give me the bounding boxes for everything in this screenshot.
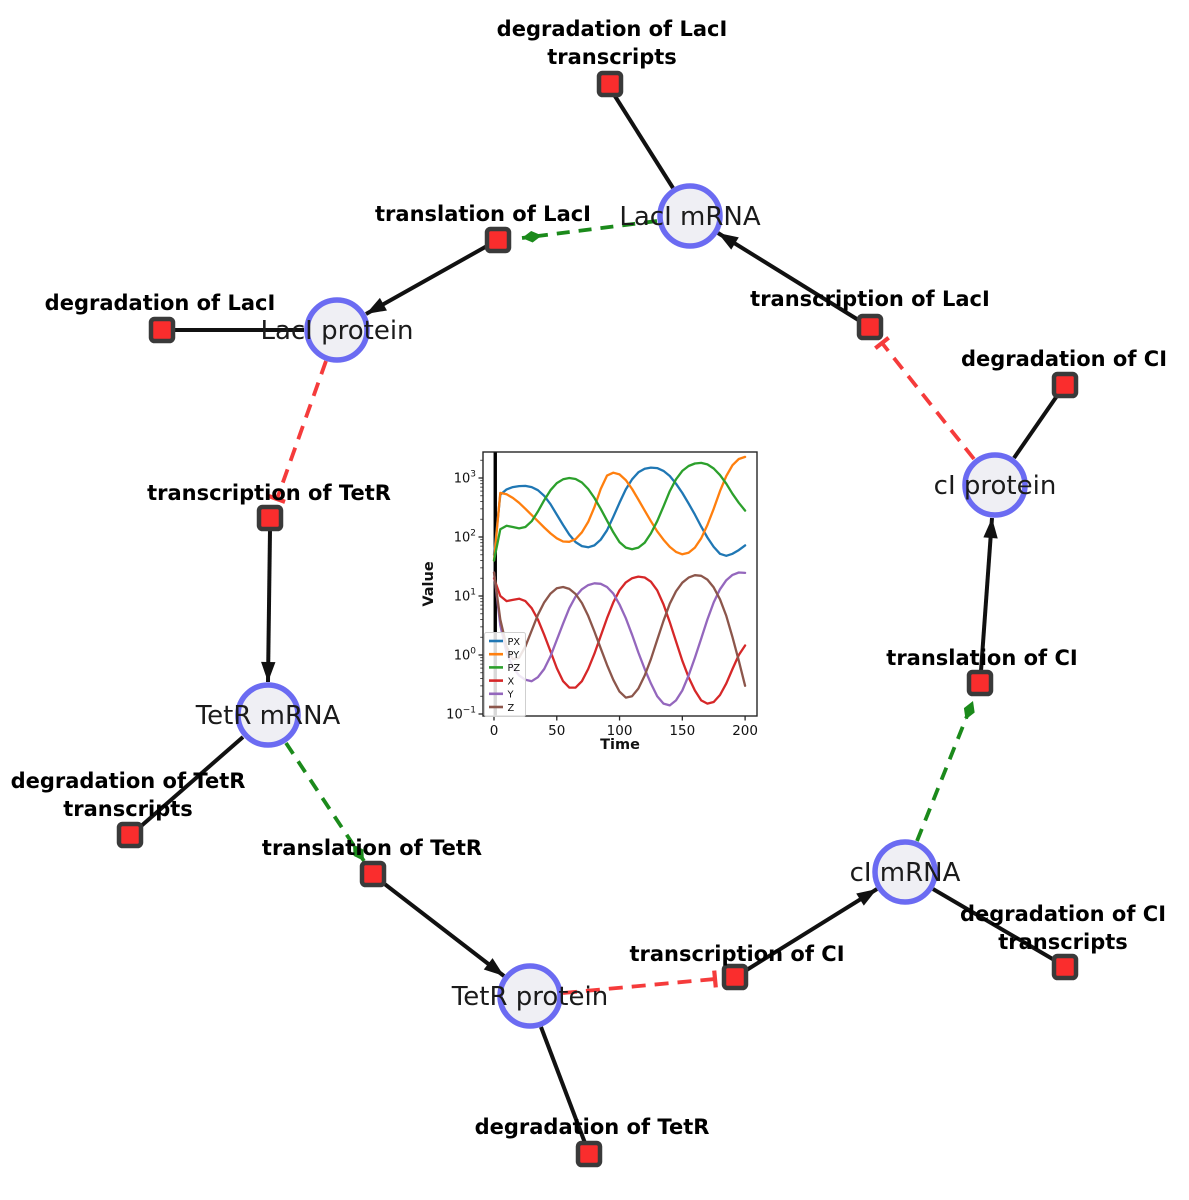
reaction-label-translation-ci: translation of CI	[886, 646, 1077, 670]
edge-transcription-ci--ci-mrna	[743, 887, 879, 973]
y-tick-label: 102	[454, 529, 476, 546]
reaction-label-degradation-ci-transcripts: degradation of CI	[960, 902, 1166, 926]
series-curve-px	[492, 466, 747, 557]
reaction-node-degradation-laci[interactable]	[148, 316, 176, 344]
reaction-node-degradation-ci-transcripts[interactable]	[1051, 953, 1079, 981]
edge-tetr-mrna--degradation-tetr-transcripts	[138, 735, 245, 829]
edge-laci-protein--transcription-tetr	[268, 360, 328, 504]
reaction-node-degradation-tetr-transcripts[interactable]	[116, 821, 144, 849]
reaction-node-translation-ci[interactable]	[966, 669, 994, 697]
series-curve-x	[492, 575, 747, 705]
y-tick-label: 101	[454, 588, 476, 605]
inset-timecourse-chart: 0 50 100 150 20010−1100101102103TimeValuePXP…	[421, 451, 758, 753]
reaction-label-degradation-tetr-transcripts-line2: transcripts	[63, 797, 193, 821]
nodes-layer	[116, 70, 1079, 1168]
reaction-label-translation-laci: translation of LacI	[375, 202, 591, 226]
reaction-label-transcription-tetr: transcription of TetR	[147, 481, 391, 505]
species-node-laci-mrna[interactable]	[657, 183, 723, 249]
series-curve-z	[492, 571, 747, 699]
edges-layer	[138, 91, 1061, 1144]
labels-layer: LacI mRNA LacI protein cI protein TetR mRNA…	[11, 17, 1167, 1139]
edge-ci-mrna--degradation-ci-transcripts	[931, 887, 1058, 963]
species-node-tetr-protein[interactable]	[497, 963, 563, 1029]
species-label-tetr-protein: TetR protein	[451, 982, 608, 1012]
x-tick-label: 0	[490, 723, 499, 739]
x-tick-label: 50	[548, 723, 565, 739]
edge-tetr-protein--transcription-ci	[562, 970, 718, 995]
reaction-label-transcription-ci: transcription of CI	[629, 942, 844, 966]
edge-translation-laci--laci-protein	[365, 244, 488, 316]
edge-ci-mrna--translation-ci	[915, 700, 975, 842]
reaction-node-translation-laci[interactable]	[484, 226, 512, 254]
chart-legend: PX PY PZ XYZ	[484, 632, 526, 717]
edge-ci-protein--transcription-laci	[874, 336, 976, 461]
species-label-laci-mrna: LacI mRNA	[619, 202, 760, 232]
species-node-ci-mrna[interactable]	[872, 839, 938, 905]
reaction-label-translation-tetr: translation of TetR	[262, 836, 482, 860]
legend-label-py: PY	[508, 650, 520, 661]
edge-translation-tetr--tetr-protein	[380, 880, 506, 978]
reaction-label-degradation-tetr-transcripts: degradation of TetR	[11, 769, 246, 793]
reaction-node-transcription-tetr[interactable]	[256, 504, 284, 532]
reaction-label-transcription-laci: transcription of LacI	[750, 287, 990, 311]
y-tick-label: 103	[454, 470, 476, 487]
series-curve-pz	[492, 461, 747, 562]
legend-label-pz: PZ	[508, 663, 521, 674]
species-label-tetr-mrna: TetR mRNA	[195, 701, 341, 731]
edge-transcription-laci--laci-mrna	[716, 231, 862, 323]
edge-laci-mrna--degradation-laci-transcripts	[611, 91, 675, 190]
legend-label-y: Y	[507, 690, 514, 701]
reaction-node-transcription-laci[interactable]	[856, 313, 884, 341]
species-label-ci-mrna: cI mRNA	[850, 858, 961, 888]
reaction-label-degradation-laci: degradation of LacI	[45, 291, 276, 315]
reaction-label-degradation-tetr: degradation of TetR	[475, 1115, 710, 1139]
chart-ylabel: Value	[421, 561, 437, 607]
edge-tetr-mrna--translation-tetr	[284, 741, 366, 863]
legend-label-x: X	[508, 676, 515, 687]
edge-tetr-protein--degradation-tetr	[539, 1026, 587, 1144]
edge-translation-ci--ci-protein	[979, 517, 998, 672]
species-node-tetr-mrna[interactable]	[235, 682, 301, 748]
x-tick-label: 200	[732, 723, 758, 739]
series-curve-py	[492, 455, 747, 562]
edge-ci-protein--degradation-ci	[1012, 391, 1061, 460]
x-tick-label: 100	[607, 723, 633, 739]
species-label-laci-protein: LacI protein	[260, 316, 413, 346]
species-label-ci-protein: cI protein	[934, 471, 1057, 501]
species-node-ci-protein[interactable]	[962, 452, 1028, 518]
reaction-node-degradation-ci[interactable]	[1051, 371, 1079, 399]
legend-label-z: Z	[508, 703, 515, 714]
edge-transcription-tetr--tetr-mrna	[261, 529, 276, 683]
reaction-node-transcription-ci[interactable]	[721, 963, 749, 991]
reaction-node-degradation-tetr[interactable]	[575, 1140, 603, 1168]
x-tick-label: 150	[669, 723, 695, 739]
series-curve-y	[492, 571, 747, 707]
legend-label-px: PX	[508, 637, 521, 648]
reaction-label-degradation-laci-transcripts-line2: transcripts	[547, 45, 677, 69]
y-tick-label: 10−1	[446, 706, 476, 723]
reaction-node-translation-tetr[interactable]	[359, 860, 387, 888]
edge-laci-mrna--translation-laci	[521, 219, 658, 243]
reaction-label-degradation-ci-transcripts-line2: transcripts	[998, 930, 1128, 954]
reaction-node-degradation-laci-transcripts[interactable]	[596, 70, 624, 98]
chart-xlabel: Time	[600, 737, 640, 753]
species-node-laci-protein[interactable]	[304, 297, 370, 363]
reaction-label-degradation-ci: degradation of CI	[961, 347, 1167, 371]
reaction-label-degradation-laci-transcripts: degradation of LacI	[497, 17, 728, 41]
y-tick-label: 100	[454, 647, 477, 664]
